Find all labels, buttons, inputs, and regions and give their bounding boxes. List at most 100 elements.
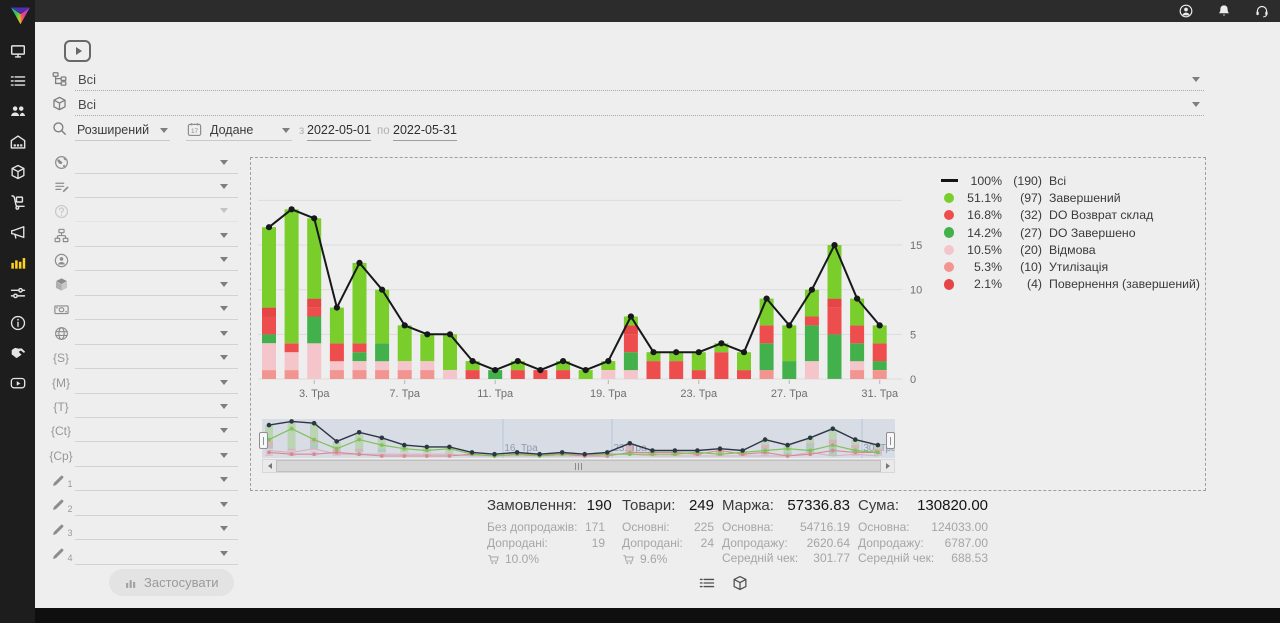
filter-select-geo[interactable] [75, 152, 238, 174]
legend-label: Всі [1049, 173, 1067, 188]
legend-line-swatch [940, 179, 958, 182]
legend-percent: 5.3% [973, 260, 1002, 275]
sidebar-item-dashboard[interactable] [0, 38, 35, 64]
chevron-down-icon [160, 128, 168, 133]
support-icon[interactable] [1254, 3, 1270, 19]
legend-count: (27) [1020, 225, 1042, 240]
stat-subrow: Середній чек: 301.77 [722, 551, 850, 565]
sidebar-item-info[interactable] [0, 310, 35, 336]
video-tutorial-button[interactable] [64, 40, 91, 62]
legend-dot-swatch [943, 209, 955, 221]
filter-row-status-lines [52, 176, 240, 200]
sidebar-item-tutorials[interactable] [0, 370, 35, 396]
sidebar-item-warehouse[interactable] [0, 129, 35, 155]
svg-text:23. Тра: 23. Тра [680, 388, 718, 400]
sidebar-item-clients[interactable] [0, 98, 35, 124]
sitemap-icon [53, 227, 70, 244]
svg-text:3. Тра: 3. Тра [299, 388, 330, 400]
chart-navigator[interactable]: 16. Тра 23. Тра 30. Тра [262, 419, 895, 458]
legend-count: (20) [1020, 242, 1042, 257]
date-to-input[interactable]: 2022-05-31 [393, 119, 457, 141]
filter-select-structure[interactable] [75, 225, 238, 247]
legend-percent: 51.1% [967, 190, 1002, 205]
svg-text:15: 15 [910, 240, 922, 252]
sidebar-item-automation[interactable] [0, 280, 35, 306]
scrollbar-thumb[interactable] [276, 460, 881, 472]
filter-row-unknown [52, 200, 240, 224]
filter-select-utm-content[interactable] [75, 420, 238, 443]
svg-text:19. Тра: 19. Тра [590, 388, 628, 400]
legend-item[interactable]: 5.3% (10) Утилізація [938, 258, 1200, 275]
date-field-value: Додане [210, 122, 254, 137]
filter-select-utm-medium[interactable] [75, 372, 238, 394]
status-group-select[interactable]: Всі [75, 68, 1204, 91]
legend-count: (32) [1020, 208, 1042, 223]
scroll-left-button[interactable] [263, 460, 277, 472]
orders-chart[interactable]: 0 5 10 15 3. Тра 7. Тра 11. Тра 19. Тра 23. Тра 2… [254, 194, 934, 406]
sidebar [0, 0, 35, 623]
account-icon[interactable] [1178, 3, 1194, 19]
question-icon [53, 203, 70, 220]
legend-item[interactable]: 51.1% (97) Завершений [938, 189, 1200, 206]
sidebar-item-supply[interactable] [0, 189, 35, 215]
sidebar-item-orders[interactable] [0, 68, 35, 94]
legend-item[interactable]: 2.1% (4) Повернення (завершений) [938, 276, 1200, 293]
search-mode-select[interactable]: Розширений [75, 119, 170, 141]
legend-dot-swatch [943, 244, 955, 256]
filter-select-unknown[interactable] [75, 200, 238, 223]
legend-item[interactable]: 100% (190) Всі [938, 172, 1200, 189]
filter-select-manager[interactable] [75, 249, 238, 272]
chevron-down-icon [282, 128, 290, 133]
filter-select-package[interactable] [75, 274, 238, 296]
top-bar [0, 0, 1280, 22]
legend-item[interactable]: 10.5% (20) Відмова [938, 241, 1200, 258]
filter-select-custom-2[interactable] [75, 494, 238, 516]
filter-select-custom-1[interactable] [75, 469, 238, 492]
pencil-icon [50, 521, 67, 538]
pencil-icon [50, 472, 67, 489]
stats-list-view-icon[interactable] [698, 574, 716, 592]
legend-count: (97) [1020, 190, 1042, 205]
filter-select-payment[interactable] [75, 298, 238, 321]
product-box-icon [51, 95, 68, 112]
sidebar-item-partners[interactable] [0, 340, 35, 366]
user-circle-icon [53, 252, 70, 269]
stat-title: Сума: [858, 497, 899, 514]
filter-row-utm-source: {S} [52, 347, 240, 371]
stat-column: Сума: 130820.00 Основна: 124033.00 Допро… [858, 497, 988, 567]
navigator-scrollbar[interactable] [262, 459, 895, 473]
filter-row-utm-content: {Ct} [51, 420, 240, 444]
product-select-value: Всі [78, 96, 97, 112]
legend-count: (190) [1013, 173, 1042, 188]
brand-logo-icon[interactable] [6, 1, 35, 30]
date-from-input[interactable]: 2022-05-01 [307, 119, 371, 141]
filter-select-network[interactable] [75, 323, 238, 345]
filter-select-custom-4[interactable] [75, 543, 238, 565]
sidebar-item-marketing[interactable] [0, 219, 35, 245]
legend-label: Повернення (завершений) [1049, 277, 1201, 292]
legend-item[interactable]: 14.2% (27) DO Завершено [938, 224, 1200, 241]
stat-value: 57336.83 [787, 497, 850, 514]
svg-text:23. Тра: 23. Тра [613, 443, 647, 454]
play-icon [75, 47, 82, 55]
svg-text:10: 10 [910, 285, 922, 297]
chevron-down-icon [1192, 77, 1200, 82]
product-select[interactable]: Всі [75, 93, 1204, 116]
stats-box-view-icon[interactable] [731, 574, 749, 592]
sidebar-item-products[interactable] [0, 159, 35, 185]
date-field-select[interactable]: 17 Додане [186, 119, 292, 141]
scroll-right-button[interactable] [880, 460, 894, 472]
filter-select-utm-campaign[interactable] [75, 445, 238, 467]
legend-item[interactable]: 16.8% (32) DO Возврат склад [938, 207, 1200, 224]
navigator-left-handle[interactable] [259, 432, 268, 449]
filter-select-utm-term[interactable] [75, 396, 238, 418]
apply-button[interactable]: Застосувати [109, 569, 234, 596]
navigator-right-handle[interactable] [886, 432, 895, 449]
svg-text:17: 17 [191, 128, 199, 135]
filter-select-custom-3[interactable] [75, 518, 238, 541]
filter-select-status-lines[interactable] [75, 176, 238, 198]
notifications-icon[interactable] [1216, 3, 1232, 19]
sidebar-item-analytics[interactable] [0, 249, 35, 275]
filter-select-utm-source[interactable] [75, 347, 238, 370]
